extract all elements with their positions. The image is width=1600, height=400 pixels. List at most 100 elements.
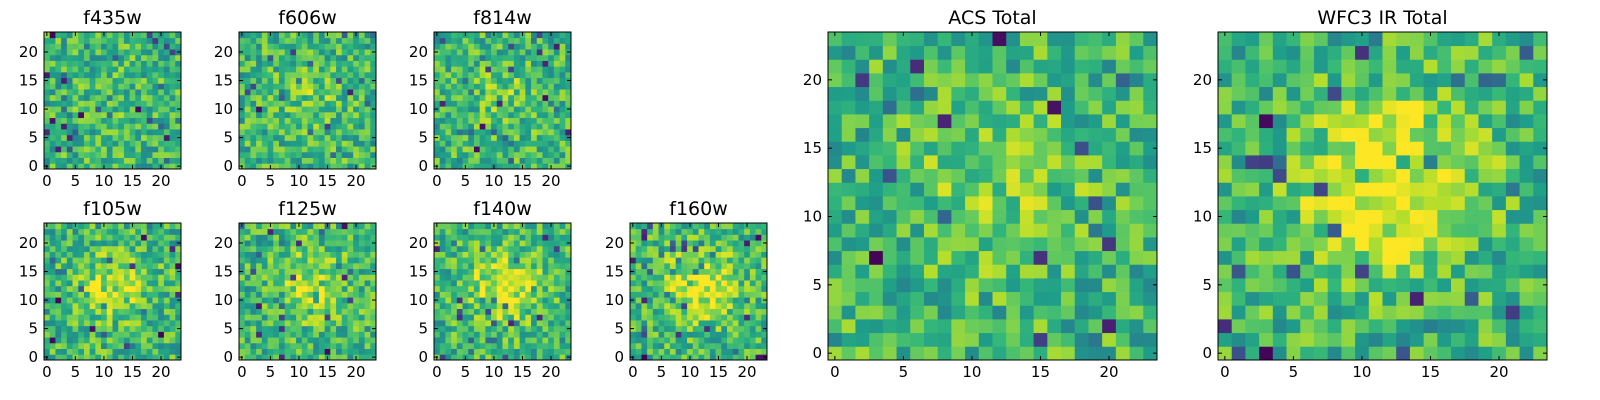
heatmap-cell <box>553 123 560 130</box>
heatmap-cell <box>951 168 966 183</box>
heatmap-cell <box>513 32 521 39</box>
heatmap-cell <box>641 280 648 287</box>
heatmap-cell <box>1033 127 1048 142</box>
heatmap-cell <box>112 302 119 310</box>
heatmap-cell <box>123 151 131 158</box>
heatmap-cell <box>61 308 68 315</box>
heatmap-cell <box>118 54 125 61</box>
heatmap-cell <box>715 348 722 355</box>
heatmap-cell <box>284 89 291 96</box>
heatmap-cell <box>250 234 257 241</box>
heatmap-cell <box>531 342 538 349</box>
heatmap-cell <box>1006 127 1021 142</box>
heatmap-cell <box>152 49 159 56</box>
heatmap-cell <box>519 117 526 124</box>
heatmap-cell <box>652 228 659 235</box>
heatmap-cell <box>525 297 532 304</box>
heatmap-cell <box>347 71 354 79</box>
heatmap-cell <box>158 77 165 84</box>
heatmap-cell <box>641 257 648 264</box>
heatmap-cell <box>896 155 911 170</box>
heatmap-cell <box>313 262 320 270</box>
heatmap-cell <box>313 49 320 56</box>
heatmap-cell <box>687 302 694 310</box>
heatmap-cell <box>1061 168 1076 183</box>
heatmap-cell <box>330 274 337 281</box>
heatmap-cell <box>72 262 79 270</box>
heatmap-cell <box>284 348 291 355</box>
heatmap-cell <box>83 308 91 315</box>
heatmap-cell <box>324 245 331 252</box>
heatmap-cell <box>330 342 337 349</box>
heatmap-cell <box>152 129 159 136</box>
heatmap-cell <box>738 342 745 349</box>
heatmap-cell <box>855 319 870 334</box>
heatmap-cell <box>353 77 360 84</box>
heatmap-cell <box>456 163 463 170</box>
heatmap-cell <box>1300 319 1315 334</box>
heatmap-cell <box>261 32 268 39</box>
heatmap-cell <box>687 342 694 349</box>
heatmap-cell <box>525 268 532 275</box>
heatmap-cell <box>250 100 257 107</box>
heatmap-cell <box>1074 346 1089 361</box>
panel-title: f125w <box>278 198 337 220</box>
heatmap-cell <box>1033 196 1048 211</box>
y-tick-label: 20 <box>409 43 428 61</box>
heatmap-cell <box>141 43 148 50</box>
heatmap-cell <box>462 291 469 298</box>
heatmap-cell <box>123 314 131 321</box>
heatmap-cell <box>508 151 515 158</box>
heatmap-cell <box>141 285 148 292</box>
heatmap-cell <box>364 140 371 147</box>
heatmap-cell <box>341 71 348 79</box>
heatmap-cell <box>434 89 441 96</box>
heatmap-cell <box>910 182 925 197</box>
heatmap-cell <box>882 127 897 142</box>
heatmap-cell <box>244 134 251 141</box>
heatmap-cell <box>508 106 515 113</box>
heatmap-cell <box>652 268 659 275</box>
heatmap-cell <box>324 123 331 130</box>
heatmap-cell <box>106 37 113 44</box>
heatmap-cell <box>692 297 699 304</box>
heatmap-cell <box>473 111 481 119</box>
heatmap-cell <box>112 43 119 50</box>
heatmap-cell <box>951 114 966 129</box>
heatmap-cell <box>664 348 671 355</box>
heatmap-cell <box>715 280 722 287</box>
heatmap-cell <box>313 223 320 230</box>
heatmap-cell <box>445 337 452 344</box>
heatmap-cell <box>473 245 481 252</box>
heatmap-cell <box>341 54 348 61</box>
heatmap-cell <box>721 302 728 310</box>
heatmap-cell <box>78 280 85 287</box>
heatmap-cell <box>721 320 728 327</box>
heatmap-cell <box>553 111 560 119</box>
heatmap-cell <box>468 89 475 96</box>
heatmap-cell <box>491 262 498 270</box>
heatmap-cell <box>330 348 337 355</box>
heatmap-cell <box>163 77 170 84</box>
heatmap-cell <box>95 348 102 355</box>
heatmap-cell <box>313 308 320 315</box>
heatmap-cell <box>89 331 96 338</box>
heatmap-cell <box>462 100 469 107</box>
heatmap-cell <box>439 291 446 298</box>
heatmap-cell <box>531 274 538 281</box>
heatmap-cell <box>479 257 486 264</box>
heatmap-cell <box>519 54 526 61</box>
heatmap-cell <box>755 342 762 349</box>
heatmap-cell <box>313 342 320 349</box>
heatmap-cell <box>1115 182 1130 197</box>
heatmap-cell <box>49 123 56 130</box>
heatmap-cell <box>531 302 538 310</box>
heatmap-cell <box>256 297 263 304</box>
heatmap-cell <box>163 240 170 247</box>
heatmap-cell <box>250 37 257 44</box>
heatmap-cell <box>330 280 337 287</box>
heatmap-cell <box>55 83 62 90</box>
heatmap-cell <box>882 141 897 156</box>
heatmap-cell <box>709 268 717 275</box>
heatmap-cell <box>89 348 96 355</box>
